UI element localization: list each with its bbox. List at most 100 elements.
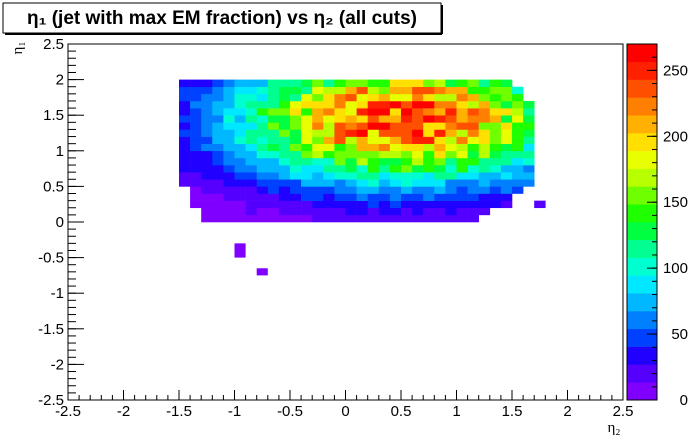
x-axis: -2.5 -2 -1.5 -1 -0.5 0 0.5 1 1.5 2 2.5 [55,390,633,420]
heatmap-cell [290,115,302,123]
heatmap-cell [323,193,335,201]
heatmap-cell [456,207,468,216]
heatmap-cell [356,165,368,173]
heatmap-cell [345,129,357,137]
heatmap-cell [312,129,324,137]
heatmap-cell [423,172,435,180]
heatmap-cell [334,193,346,201]
heatmap-cell [423,214,435,223]
heatmap-cell [334,172,346,180]
heatmap-cell [301,136,313,144]
heatmap-cell [367,200,380,209]
z-tick-label: 50 [671,326,688,343]
heatmap-cell [212,207,224,216]
heatmap-cell [201,93,213,102]
heatmap-cell [290,129,302,137]
heatmap-cell [412,207,424,216]
heatmap-cell [489,200,502,209]
heatmap-cell [290,214,302,223]
heatmap-cell [179,172,191,180]
heatmap-cell [445,108,457,116]
heatmap-cell [301,100,313,109]
heatmap-cell [301,214,313,223]
heatmap-cell [456,214,468,223]
heatmap-cell [356,86,368,95]
heatmap-cell [278,172,291,180]
z-tick-label: 250 [663,62,688,79]
heatmap-cell [456,86,468,95]
heatmap-cell [478,136,491,144]
heatmap-cell [434,179,446,187]
heatmap-cell [345,122,357,130]
heatmap-cell [423,165,435,173]
color-palette [626,43,658,401]
heatmap-cell [256,193,269,201]
z-tick-label: 200 [663,128,688,145]
heatmap-cell [389,172,402,180]
heatmap-cell [301,93,313,102]
heatmap-cell [489,93,502,102]
heatmap-cell [512,100,524,109]
heatmap-cell [434,172,446,180]
heatmap-cell [478,200,491,209]
palette-band [627,204,657,223]
heatmap-cell [389,129,402,137]
heatmap-cell [378,200,391,209]
heatmap-cell [312,93,324,102]
heatmap-cell [212,200,224,209]
heatmap-cell [389,115,402,123]
heatmap-cell [478,108,491,116]
heatmap-cell [334,100,346,109]
heatmap-cell [378,157,391,166]
heatmap-cell [434,207,446,216]
heatmap-cell [278,79,291,88]
heatmap-cell [389,214,402,223]
heatmap-cell [356,186,368,194]
palette-band [627,44,657,63]
heatmap-cell [456,129,468,137]
heatmap-cell [179,143,191,152]
heatmap-cell [412,193,424,201]
heatmap-cell [345,79,357,88]
heatmap-cell [489,100,502,109]
heatmap-cell [201,165,213,173]
heatmap-cell [367,143,380,152]
heatmap-cell [234,179,246,187]
heatmap-cell [245,179,257,187]
heatmap-cell [212,214,224,223]
heatmap-cell [356,100,368,109]
heatmap-cell [378,122,391,130]
heatmap-cell [190,108,202,116]
heatmap-cell [434,186,446,194]
heatmap-cell [278,86,291,95]
heatmap-cell [445,214,457,223]
heatmap-cell [478,172,491,180]
heatmap-cell [312,79,324,88]
heatmap-cell [500,179,513,187]
heatmap-cell [389,108,402,116]
heatmap-cell [223,79,235,88]
heatmap-cell [256,157,269,166]
heatmap-cell [412,200,424,209]
heatmap-cell [401,157,413,166]
heatmap-cell [378,93,391,102]
heatmap-cell [367,150,380,159]
y-tick-label: -1.5 [38,321,64,338]
heatmap-cell [378,143,391,152]
heatmap-cell [356,150,368,159]
heatmap-cell [523,179,535,187]
heatmap-cell [500,79,513,88]
heatmap-cell [212,108,224,116]
heatmap-cell [312,86,324,95]
heatmap-cell [278,179,291,187]
heatmap-cell [356,200,368,209]
heatmap-cell [467,115,479,123]
heatmap-cell [489,115,502,123]
heatmap-cell [512,86,524,95]
heatmap-cell [512,143,524,152]
x-tick-label: 2 [563,403,571,420]
heatmap-cell [267,157,280,166]
heatmap-cell [478,150,491,159]
heatmap-cell [512,157,524,166]
